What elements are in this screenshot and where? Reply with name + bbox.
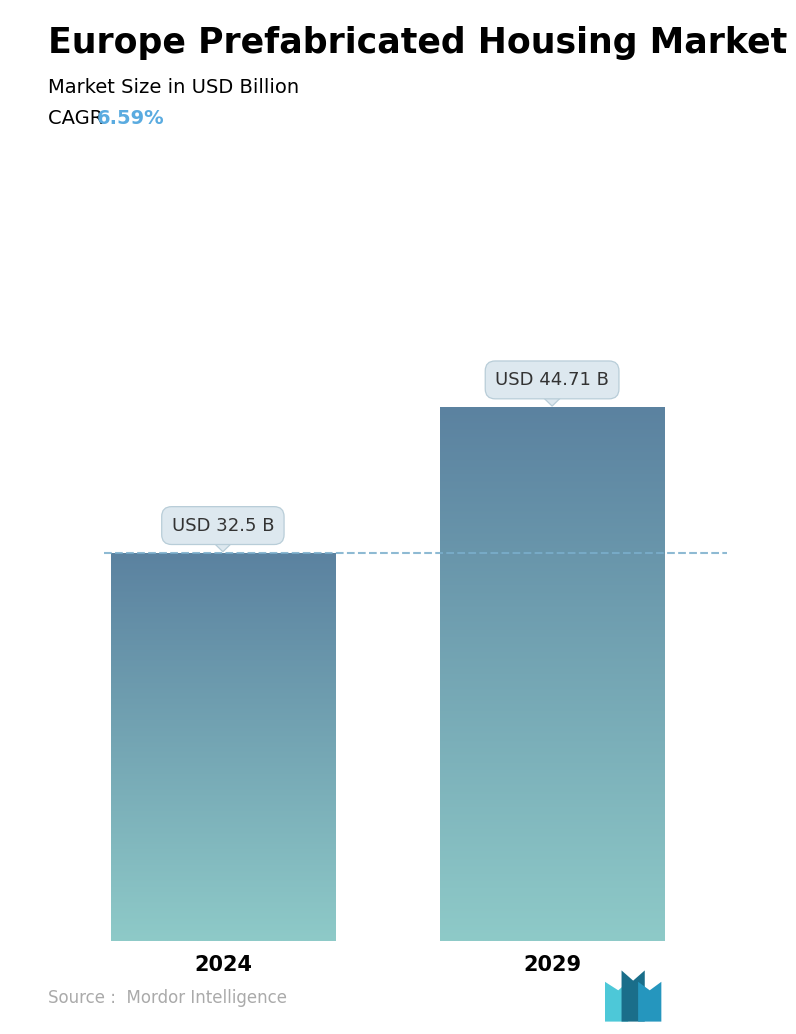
Text: 6.59%: 6.59% bbox=[97, 109, 165, 127]
Polygon shape bbox=[205, 535, 240, 552]
Polygon shape bbox=[622, 970, 645, 1022]
Polygon shape bbox=[638, 982, 661, 1022]
Text: Market Size in USD Billion: Market Size in USD Billion bbox=[48, 78, 298, 96]
Text: Source :  Mordor Intelligence: Source : Mordor Intelligence bbox=[48, 990, 287, 1007]
Text: Europe Prefabricated Housing Market: Europe Prefabricated Housing Market bbox=[48, 26, 787, 60]
Text: USD 32.5 B: USD 32.5 B bbox=[172, 517, 274, 535]
Polygon shape bbox=[535, 389, 570, 406]
Text: USD 44.71 B: USD 44.71 B bbox=[495, 371, 609, 389]
Polygon shape bbox=[605, 982, 628, 1022]
Text: CAGR: CAGR bbox=[48, 109, 109, 127]
